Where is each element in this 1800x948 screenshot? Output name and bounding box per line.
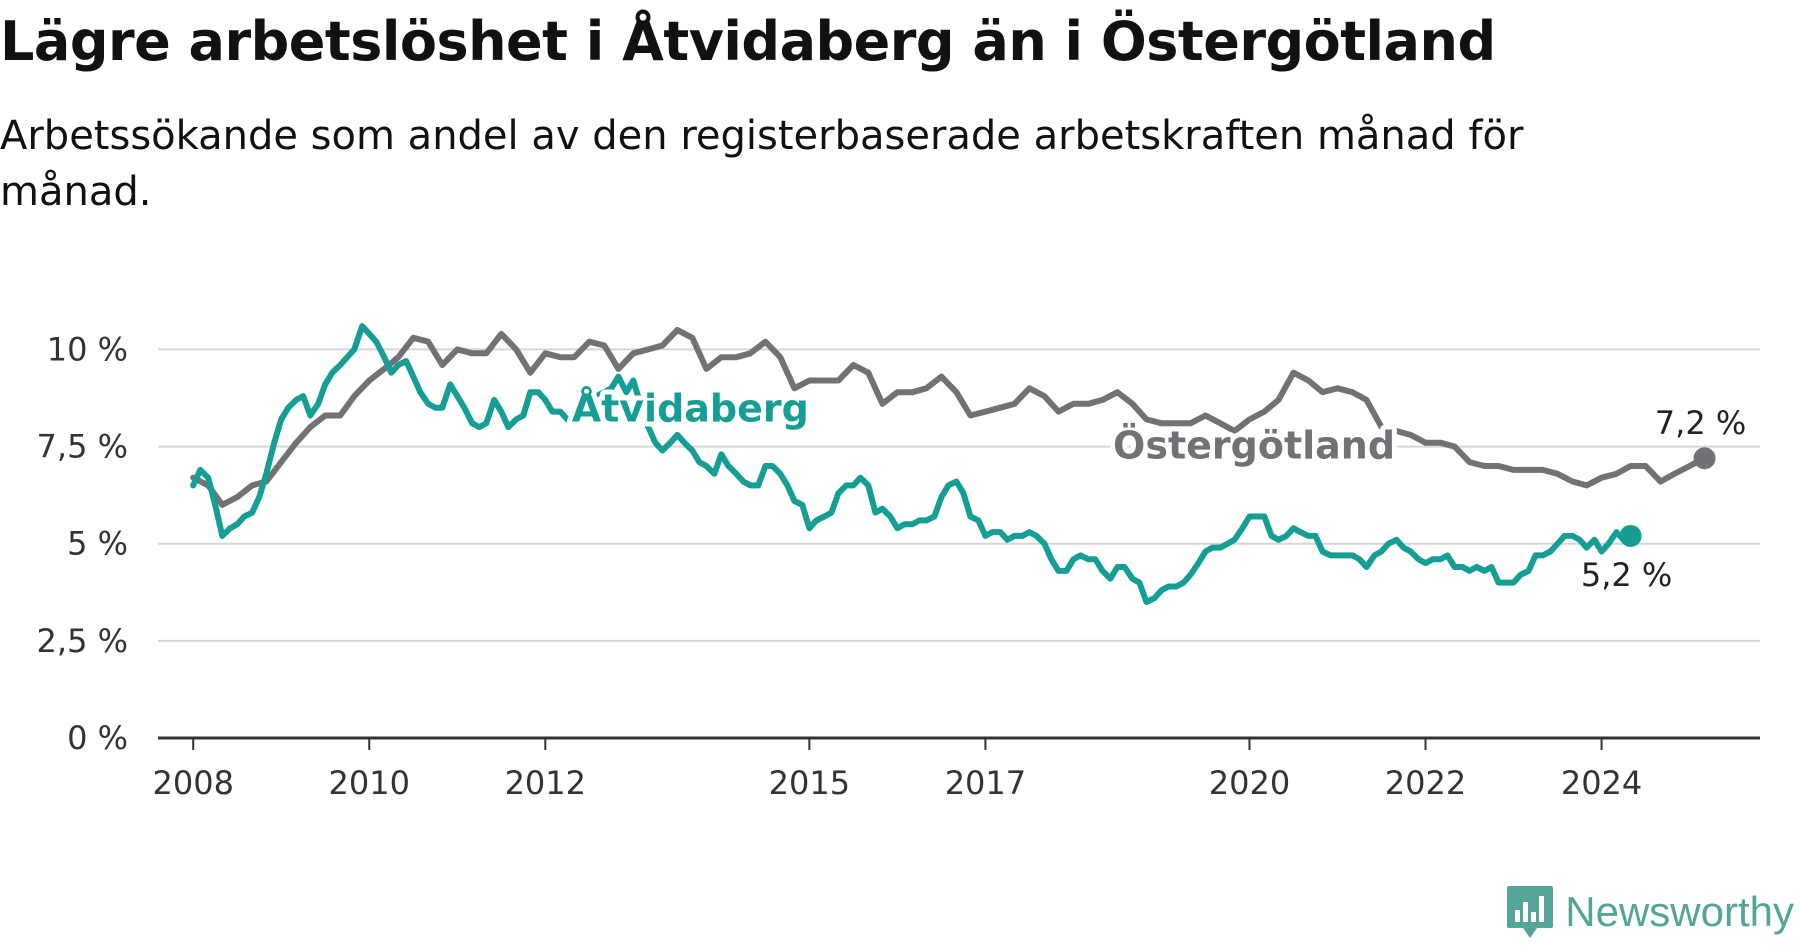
end-label-atvidaberg: 5,2 % <box>1581 556 1672 594</box>
y-tick-label: 0 % <box>67 719 128 757</box>
chart-subtitle: Arbetssökande som andel av den registerb… <box>0 113 1524 215</box>
newsworthy-logo: Newsworthy <box>1505 884 1794 940</box>
y-tick-label: 2,5 % <box>37 622 128 660</box>
x-tick-label: 2020 <box>1209 764 1290 802</box>
x-tick-label: 2024 <box>1561 764 1642 802</box>
series-line-atvidaberg <box>190 323 1634 605</box>
y-tick-label: 10 % <box>47 330 128 368</box>
y-tick-label: 7,5 % <box>37 428 128 466</box>
grid-lines <box>158 348 1760 642</box>
end-markers: 7,2 % 5,2 % <box>1581 404 1746 594</box>
x-axis-ticks: 2008 2010 2012 2015 2017 2020 2022 2024 <box>152 738 1642 802</box>
series-label-atvidaberg: Åtvidaberg <box>572 387 809 431</box>
y-axis-ticks: 0 % 2,5 % 5 % 7,5 % 10 % <box>37 330 128 757</box>
newsworthy-logo-icon <box>1507 886 1554 938</box>
end-dot-ostergotland <box>1693 447 1716 470</box>
y-tick-label: 5 % <box>67 525 128 563</box>
newsworthy-brand-name: Newsworthy <box>1565 888 1794 935</box>
x-tick-label: 2008 <box>152 764 233 802</box>
end-label-ostergotland: 7,2 % <box>1655 404 1746 442</box>
series-label-ostergotland: Östergötland <box>1113 424 1395 468</box>
x-tick-label: 2015 <box>769 764 850 802</box>
series-lines <box>190 323 1708 605</box>
chart-title: Lägre arbetslöshet i Åtvidaberg än i Öst… <box>0 10 1496 73</box>
series-labels: Östergötland Åtvidaberg <box>567 382 1400 473</box>
x-tick-label: 2017 <box>945 764 1026 802</box>
series-line-ostergotland <box>190 327 1708 508</box>
x-tick-label: 2012 <box>505 764 586 802</box>
end-dot-atvidaberg <box>1619 524 1642 547</box>
x-tick-label: 2022 <box>1385 764 1466 802</box>
x-tick-label: 2010 <box>329 764 410 802</box>
